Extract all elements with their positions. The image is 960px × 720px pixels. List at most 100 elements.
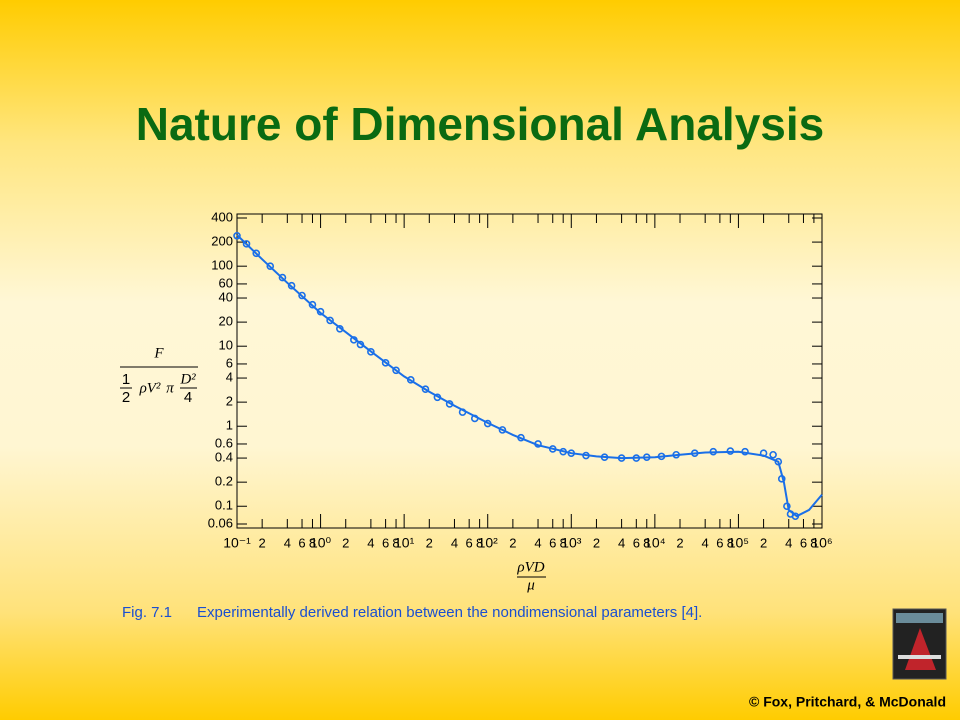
plot-frame	[236, 213, 823, 529]
x-tick-label: 2	[676, 535, 683, 550]
data-point	[336, 324, 344, 333]
x-tick-label: 6	[800, 535, 807, 550]
data-point	[534, 440, 542, 448]
y-tick-label: 60	[219, 275, 233, 290]
data-point	[350, 336, 358, 344]
y-tick-label: 0.4	[215, 450, 233, 465]
book-cover	[892, 608, 947, 680]
x-tick-label: 8	[476, 535, 483, 550]
x-tick-label: 2	[760, 535, 767, 550]
data-point	[548, 445, 557, 453]
x-tick-label: 8	[392, 535, 399, 550]
x-tick-label: 2	[259, 535, 266, 550]
data-point	[582, 451, 590, 460]
x-tick-label: 6	[549, 535, 556, 550]
data-point	[672, 450, 680, 459]
x-tick-label: 4	[367, 535, 374, 550]
data-point	[433, 393, 442, 402]
data-point	[759, 449, 768, 458]
data-point	[769, 450, 777, 459]
data-point	[632, 454, 641, 462]
data-point	[791, 512, 800, 521]
data-point	[690, 449, 699, 458]
x-tick-label: 6	[298, 535, 305, 550]
data-point	[470, 414, 479, 423]
data-point	[326, 316, 334, 325]
data-point	[517, 433, 525, 442]
data-point	[600, 453, 609, 462]
data-point	[316, 307, 325, 316]
data-point	[617, 454, 626, 462]
data-point	[483, 419, 492, 428]
x-tick-label: 2	[342, 535, 349, 550]
x-tick-label: 2	[593, 535, 600, 550]
x-tick-label: 4	[284, 535, 291, 550]
x-tick-label: 10⁰	[310, 535, 332, 551]
x-tick-label: 10⁴	[644, 535, 666, 551]
data-point	[642, 453, 651, 462]
data-point	[783, 502, 791, 511]
data-point	[657, 452, 666, 461]
x-tick-label: 8	[309, 535, 316, 550]
footer: © Fox, Pritchard, & McDonald	[749, 694, 946, 710]
y-label-half-top: 1	[122, 371, 130, 388]
data-point	[233, 231, 241, 240]
curve	[236, 234, 823, 518]
data-point	[458, 408, 467, 416]
data-point	[421, 385, 430, 394]
x-tick-label: 8	[727, 535, 734, 550]
x-tick-label: 4	[534, 535, 541, 550]
y-tick-label: 1	[226, 418, 233, 433]
data-point	[287, 281, 296, 290]
x-tick-label: 10¹	[394, 535, 415, 551]
data-point	[298, 291, 306, 300]
x-tick-label: 8	[643, 535, 650, 550]
data-point	[308, 300, 317, 309]
data-point	[445, 400, 454, 408]
x-tick-label: 4	[618, 535, 625, 550]
y-tick-label: 0.2	[215, 474, 233, 489]
data-point	[498, 426, 507, 434]
x-tick-label: 8	[810, 535, 817, 550]
x-label-numerator: ρVD	[516, 559, 544, 575]
y-label-rho-v: ρV²	[139, 380, 161, 396]
caption-text: Experimentally derived relation between …	[197, 604, 702, 621]
x-tick-label: 6	[633, 535, 640, 550]
x-tick-label: 4	[785, 535, 792, 550]
data-point	[567, 449, 576, 458]
x-tick-label: 8	[560, 535, 567, 550]
data-point	[252, 249, 261, 258]
data-point	[392, 366, 400, 375]
y-label-d-top: D²	[179, 371, 196, 387]
x-tick-label: 2	[426, 535, 433, 550]
x-label-denominator: μ	[526, 577, 535, 593]
data-point	[741, 447, 749, 456]
x-tick-label: 2	[509, 535, 516, 550]
x-tick-label: 10²	[478, 535, 499, 551]
y-tick-label: 20	[219, 314, 233, 329]
data-point	[774, 457, 783, 466]
caption-label: Fig. 7.1	[122, 604, 172, 621]
data-point	[278, 273, 287, 282]
y-label-numerator: F	[153, 345, 164, 361]
data-point	[406, 376, 415, 384]
x-tick-label: 10⁶	[811, 535, 832, 551]
y-tick-label: 0.6	[215, 435, 233, 450]
data-point	[367, 348, 375, 356]
data-point	[777, 475, 786, 483]
y-axis-label: F 1 2 ρV² π D² 4	[120, 345, 198, 406]
x-tick-label: 6	[466, 535, 473, 550]
x-tick-label: 10⁵	[728, 535, 749, 551]
data-point	[356, 340, 365, 349]
x-tick-label: 4	[702, 535, 709, 550]
x-tick-label: 10⁻¹	[223, 535, 251, 551]
y-tick-label: 40	[219, 289, 233, 304]
x-axis-label: ρVD μ	[516, 559, 546, 593]
y-tick-label: 6	[226, 355, 233, 370]
y-tick-label: 0.06	[208, 515, 233, 530]
data-point	[381, 359, 390, 367]
data-point	[266, 262, 275, 270]
data-point	[242, 240, 251, 248]
